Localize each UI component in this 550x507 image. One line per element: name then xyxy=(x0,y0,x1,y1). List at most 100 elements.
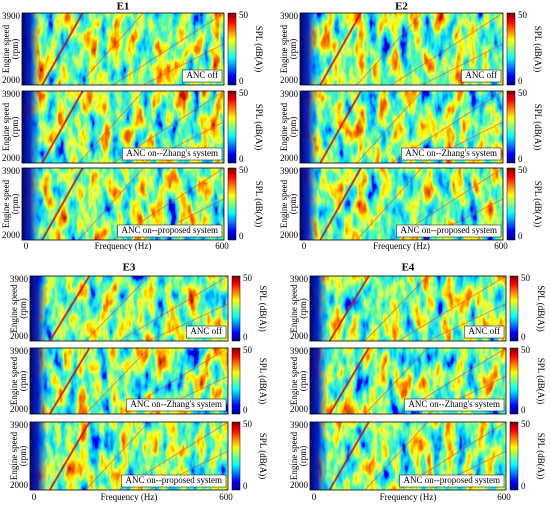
x-tick-label: 600 xyxy=(497,492,511,502)
annotation: ANC off xyxy=(190,326,222,336)
colorbar xyxy=(509,275,519,342)
colorbar-label: SPL (dB(A)) xyxy=(533,26,543,72)
plot-frame xyxy=(21,12,225,86)
colorbar xyxy=(231,421,241,491)
y-tick-label: 2000 xyxy=(10,480,29,490)
y-axis-label: Engine speed xyxy=(289,284,299,333)
plot-frame xyxy=(29,421,229,491)
colorbar-label: SPL (dB(A)) xyxy=(536,358,546,404)
annotation: ANC on--proposed system xyxy=(122,225,219,235)
colorbar-tick-label: 0 xyxy=(521,481,526,491)
annotation: ANC on--Zhang's system xyxy=(405,148,497,158)
plot-frame xyxy=(21,167,225,241)
annotation-box xyxy=(404,398,505,412)
colorbar-tick-label: 0 xyxy=(521,332,526,342)
colorbar-label: SPL (dB(A)) xyxy=(254,181,264,227)
y-axis-label: (rpm) xyxy=(18,371,28,392)
colorbar-tick-label: 0 xyxy=(243,481,248,491)
colorbar-label: SPL (dB(A)) xyxy=(536,285,546,331)
colorbar xyxy=(506,167,516,241)
y-axis-label: (rpm) xyxy=(298,371,308,392)
y-axis-label: (rpm) xyxy=(18,298,28,319)
colorbar-tick-label: 50 xyxy=(239,88,249,98)
colorbar-tick-label: 50 xyxy=(521,273,531,283)
y-tick-label: 3900 xyxy=(10,346,29,356)
annotation-box xyxy=(464,325,505,339)
panel-title: E1 xyxy=(117,1,130,13)
y-tick-label: 2000 xyxy=(2,230,21,240)
y-tick-label: 3900 xyxy=(2,166,21,176)
x-tick-label: 0 xyxy=(302,241,307,251)
annotation: ANC off xyxy=(186,70,218,80)
plot-frame xyxy=(29,275,229,342)
x-tick-label: 0 xyxy=(24,241,29,251)
y-axis-label: Engine speed xyxy=(289,431,299,480)
spectrogram xyxy=(22,13,224,85)
colorbar-tick-label: 50 xyxy=(518,88,528,98)
colorbar-tick-label: 0 xyxy=(521,405,526,415)
y-axis-label: Engine speed xyxy=(9,431,19,480)
annotation-box xyxy=(461,69,502,83)
colorbar-tick-label: 50 xyxy=(243,273,253,283)
annotation-box xyxy=(182,69,223,83)
colorbar xyxy=(231,347,241,415)
x-axis-label: Frequency (Hz) xyxy=(380,492,437,502)
colorbar-label: SPL (dB(A)) xyxy=(258,358,268,404)
y-tick-label: 2000 xyxy=(290,480,309,490)
y-axis-label: Engine speed xyxy=(1,102,11,151)
y-axis-label: (rpm) xyxy=(298,298,308,319)
x-axis-label: Frequency (Hz) xyxy=(95,241,152,251)
y-axis-label: (rpm) xyxy=(10,194,20,215)
panel-title: E4 xyxy=(402,262,415,274)
plot-frame xyxy=(21,90,225,164)
annotation: ANC on--proposed system xyxy=(126,475,223,485)
colorbar-tick-label: 50 xyxy=(518,10,528,20)
plot-frame xyxy=(309,275,507,342)
y-axis-label: (rpm) xyxy=(298,446,308,467)
plot-frame xyxy=(29,347,229,415)
x-tick-label: 600 xyxy=(215,241,229,251)
colorbar-label: SPL (dB(A)) xyxy=(254,26,264,72)
colorbar-tick-label: 50 xyxy=(243,345,253,355)
plot-frame xyxy=(299,90,504,164)
y-tick-label: 3900 xyxy=(280,89,299,99)
colorbar-tick-label: 50 xyxy=(521,419,531,429)
y-tick-label: 2000 xyxy=(280,153,299,163)
y-axis-label: Engine speed xyxy=(1,24,11,73)
y-tick-label: 3900 xyxy=(280,11,299,21)
y-tick-label: 2000 xyxy=(280,230,299,240)
annotation: ANC on--Zhang's system xyxy=(126,148,218,158)
colorbar-tick-label: 50 xyxy=(243,419,253,429)
y-tick-label: 3900 xyxy=(2,11,21,21)
colorbar-tick-label: 0 xyxy=(518,76,523,86)
annotation: ANC off xyxy=(465,70,497,80)
annotation-box xyxy=(122,147,223,161)
annotation-box xyxy=(401,147,502,161)
x-tick-label: 0 xyxy=(32,492,37,502)
y-tick-label: 3900 xyxy=(290,420,309,430)
annotation: ANC on--proposed system xyxy=(401,225,498,235)
y-tick-label: 2000 xyxy=(2,153,21,163)
y-axis-label: Engine speed xyxy=(1,179,11,228)
y-tick-label: 2000 xyxy=(290,331,309,341)
spectrogram xyxy=(30,348,228,414)
colorbar-tick-label: 0 xyxy=(239,76,244,86)
y-tick-label: 3900 xyxy=(280,166,299,176)
annotation: ANC on--proposed system xyxy=(404,475,501,485)
y-tick-label: 2000 xyxy=(280,75,299,85)
plot-frame xyxy=(299,12,504,86)
colorbar-label: SPL (dB(A)) xyxy=(258,285,268,331)
colorbar-tick-label: 50 xyxy=(518,165,528,175)
annotation-box xyxy=(186,325,227,339)
colorbar-tick-label: 50 xyxy=(239,165,249,175)
plot-frame xyxy=(309,421,507,491)
y-axis-label: (rpm) xyxy=(288,39,298,60)
colorbar-label: SPL (dB(A)) xyxy=(533,104,543,150)
colorbar-tick-label: 0 xyxy=(239,154,244,164)
y-axis-label: Engine speed xyxy=(279,102,289,151)
annotation-box xyxy=(399,474,505,488)
y-axis-label: (rpm) xyxy=(10,39,20,60)
panel-title: E2 xyxy=(395,1,408,13)
annotation: ANC on--Zhang's system xyxy=(408,399,500,409)
y-tick-label: 3900 xyxy=(290,274,309,284)
